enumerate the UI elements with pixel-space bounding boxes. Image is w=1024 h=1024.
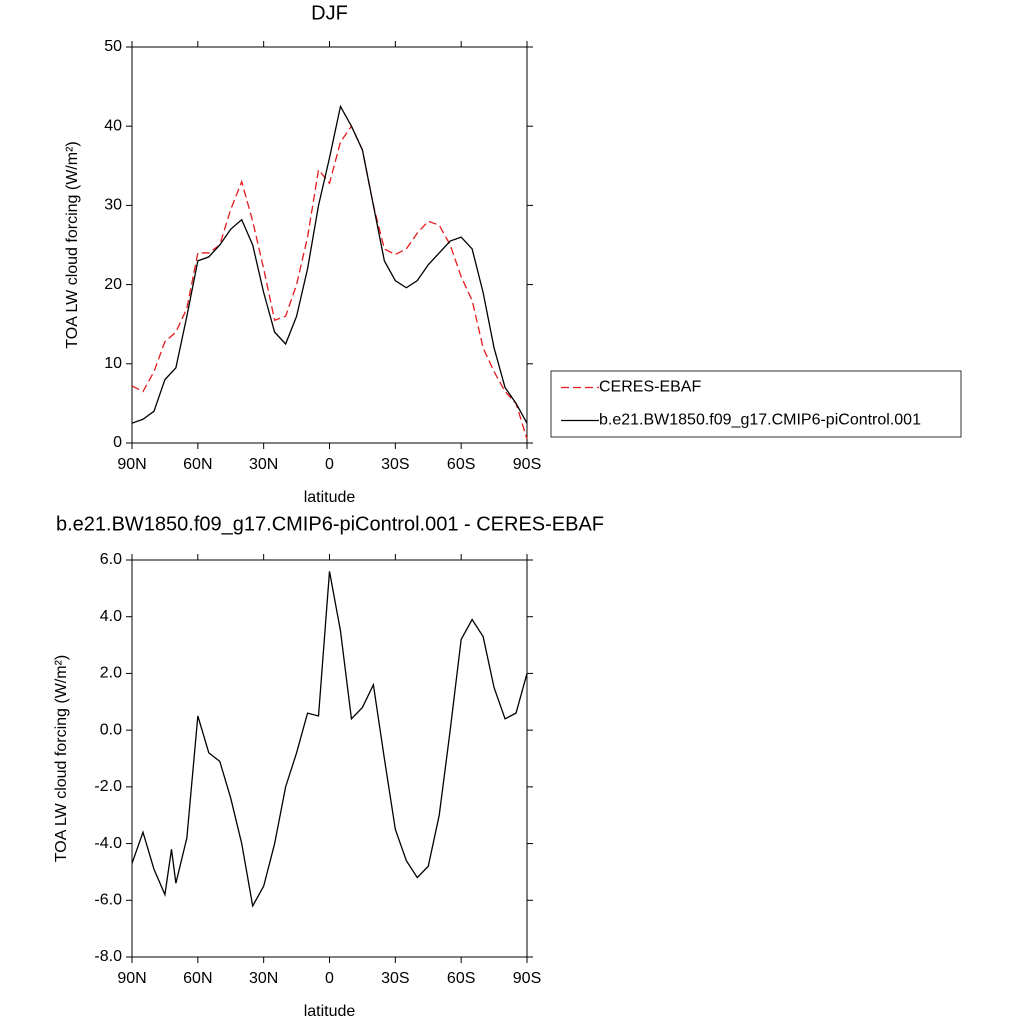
y-tick-label: 0.0	[100, 721, 122, 738]
x-axis-label: latitude	[304, 1003, 356, 1020]
y-tick-label: -2.0	[94, 778, 122, 795]
x-tick-label: 30S	[381, 970, 409, 987]
y-tick-label: 20	[104, 276, 122, 293]
x-tick-label: 30S	[381, 456, 409, 473]
chart-title: b.e21.BW1850.f09_g17.CMIP6-piControl.001…	[56, 513, 604, 535]
data-line	[131, 104, 528, 424]
x-tick-label: 30N	[249, 456, 278, 473]
y-tick-label: -6.0	[94, 892, 122, 909]
y-tick-label: 50	[104, 38, 122, 55]
y-tick-label: -8.0	[94, 948, 122, 965]
y-tick-label: 4.0	[100, 608, 122, 625]
x-tick-label: 60N	[183, 456, 212, 473]
y-tick-label: -4.0	[94, 835, 122, 852]
plot-frame	[131, 559, 528, 958]
y-tick-label: 10	[104, 355, 122, 372]
legend-label: b.e21.BW1850.f09_g17.CMIP6-piControl.001	[599, 412, 921, 429]
chart-title: DJF	[311, 2, 348, 24]
x-tick-label: 0	[325, 970, 334, 987]
y-tick-label: 30	[104, 197, 122, 214]
y-tick-label: 40	[104, 117, 122, 134]
legend-label: CERES-EBAF	[599, 379, 701, 396]
y-tick-label: 2.0	[100, 665, 122, 682]
legend-box	[550, 370, 962, 438]
x-tick-label: 60N	[183, 970, 212, 987]
x-axis-label: latitude	[304, 489, 356, 506]
x-tick-label: 90N	[117, 970, 146, 987]
data-line	[131, 571, 528, 908]
x-tick-label: 90N	[117, 456, 146, 473]
data-line	[131, 124, 528, 440]
x-tick-label: 30N	[249, 970, 278, 987]
x-tick-label: 90S	[513, 456, 541, 473]
y-axis-label: TOA LW cloud forcing (W/m²)	[64, 141, 81, 348]
y-axis-label: TOA LW cloud forcing (W/m²)	[53, 655, 70, 862]
x-tick-label: 60S	[447, 456, 475, 473]
x-tick-label: 60S	[447, 970, 475, 987]
x-tick-label: 0	[325, 456, 334, 473]
x-tick-label: 90S	[513, 970, 541, 987]
y-tick-label: 6.0	[100, 551, 122, 568]
y-tick-label: 0	[113, 434, 122, 451]
